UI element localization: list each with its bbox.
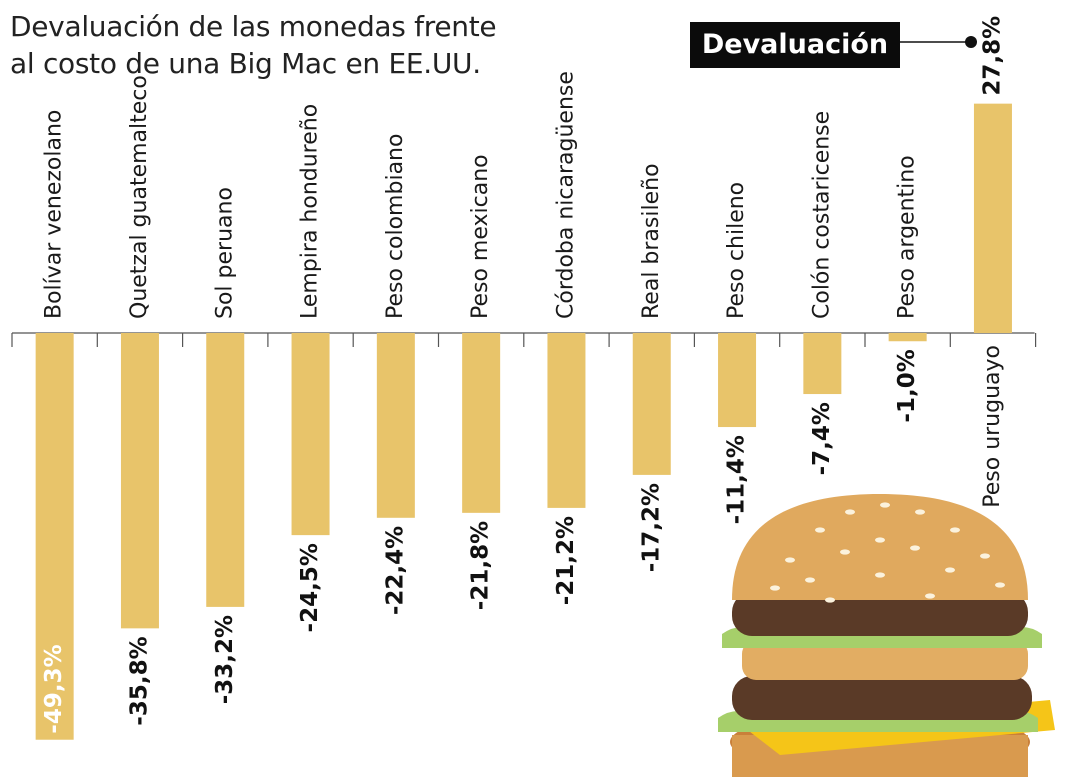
sesame-seed bbox=[995, 582, 1005, 588]
category-label: Peso chileno bbox=[724, 182, 749, 319]
category-label: Peso uruguayo bbox=[980, 345, 1005, 508]
sesame-seed bbox=[910, 545, 920, 551]
bar bbox=[376, 333, 415, 518]
category-label: Sol peruano bbox=[212, 187, 237, 319]
bar bbox=[206, 333, 245, 607]
axis-layer bbox=[11, 332, 1037, 347]
legend-label: Devaluación bbox=[690, 22, 900, 68]
sesame-seed bbox=[880, 502, 890, 508]
burger-lettuce-top bbox=[722, 627, 1042, 648]
value-label: -1,0% bbox=[894, 349, 920, 422]
labels-layer: Bolívar venezolano -49,3% Quetzal guatemal… bbox=[41, 16, 1005, 734]
sesame-seed bbox=[840, 549, 850, 555]
value-label: -35,8% bbox=[126, 636, 152, 725]
value-label: -24,5% bbox=[297, 543, 323, 632]
value-label: -7,4% bbox=[809, 402, 835, 475]
sesame-seed bbox=[925, 593, 935, 599]
sesame-seed bbox=[945, 567, 955, 573]
bar bbox=[35, 333, 74, 740]
burger-sesame-seeds bbox=[770, 502, 1005, 603]
value-label: -11,4% bbox=[724, 435, 750, 524]
sesame-seed bbox=[875, 537, 885, 543]
burger-lettuce-bottom bbox=[718, 711, 1038, 732]
category-label: Colón costaricense bbox=[809, 111, 834, 319]
burger-patty-top bbox=[732, 592, 1028, 636]
bar bbox=[120, 333, 159, 629]
sesame-seed bbox=[950, 527, 960, 533]
value-label: -49,3% bbox=[41, 644, 67, 733]
sesame-seed bbox=[915, 509, 925, 515]
bar bbox=[547, 333, 586, 508]
category-label: Peso argentino bbox=[895, 155, 920, 319]
sesame-seed bbox=[785, 557, 795, 563]
category-label: Quetzal guatemalteco bbox=[127, 75, 152, 319]
value-label: 27,8% bbox=[979, 16, 1005, 96]
burger-patty-bottom bbox=[732, 676, 1032, 720]
category-label: Peso mexicano bbox=[468, 154, 493, 319]
value-label: -33,2% bbox=[212, 615, 238, 704]
bar bbox=[291, 333, 330, 536]
category-label: Peso colombiano bbox=[383, 134, 408, 319]
bar bbox=[632, 333, 671, 475]
chart-title-line-2: al costo de una Big Mac en EE.UU. bbox=[10, 47, 481, 80]
value-label: -21,2% bbox=[553, 516, 579, 605]
value-label: -22,4% bbox=[382, 526, 408, 615]
value-label: -17,2% bbox=[638, 483, 664, 572]
sesame-seed bbox=[805, 577, 815, 583]
sesame-seed bbox=[980, 553, 990, 559]
sesame-seed bbox=[875, 572, 885, 578]
value-label: -21,8% bbox=[468, 521, 494, 610]
bar bbox=[462, 333, 501, 513]
sesame-seed bbox=[845, 509, 855, 515]
burger-middle-bun bbox=[742, 640, 1028, 680]
sesame-seed bbox=[825, 597, 835, 603]
bar bbox=[803, 333, 842, 395]
legend-connector-dot bbox=[965, 36, 977, 48]
category-label: Córdoba nicaragüense bbox=[553, 71, 578, 319]
chart-title-line-1: Devaluación de las monedas frente bbox=[10, 10, 497, 43]
bar bbox=[888, 333, 927, 342]
bar bbox=[973, 103, 1012, 334]
sesame-seed bbox=[770, 585, 780, 591]
category-label: Bolívar venezolano bbox=[42, 110, 67, 319]
sesame-seed bbox=[815, 527, 825, 533]
category-label: Real brasileño bbox=[639, 163, 664, 319]
category-label: Lempira hondureño bbox=[298, 104, 323, 319]
chart-title: Devaluación de las monedas frente al cos… bbox=[10, 8, 497, 82]
bars-layer bbox=[35, 103, 1012, 740]
big-mac-burger-illustration bbox=[718, 494, 1055, 777]
burger-top-bun bbox=[732, 494, 1028, 600]
bar bbox=[718, 333, 757, 428]
legend-connector bbox=[900, 36, 977, 48]
